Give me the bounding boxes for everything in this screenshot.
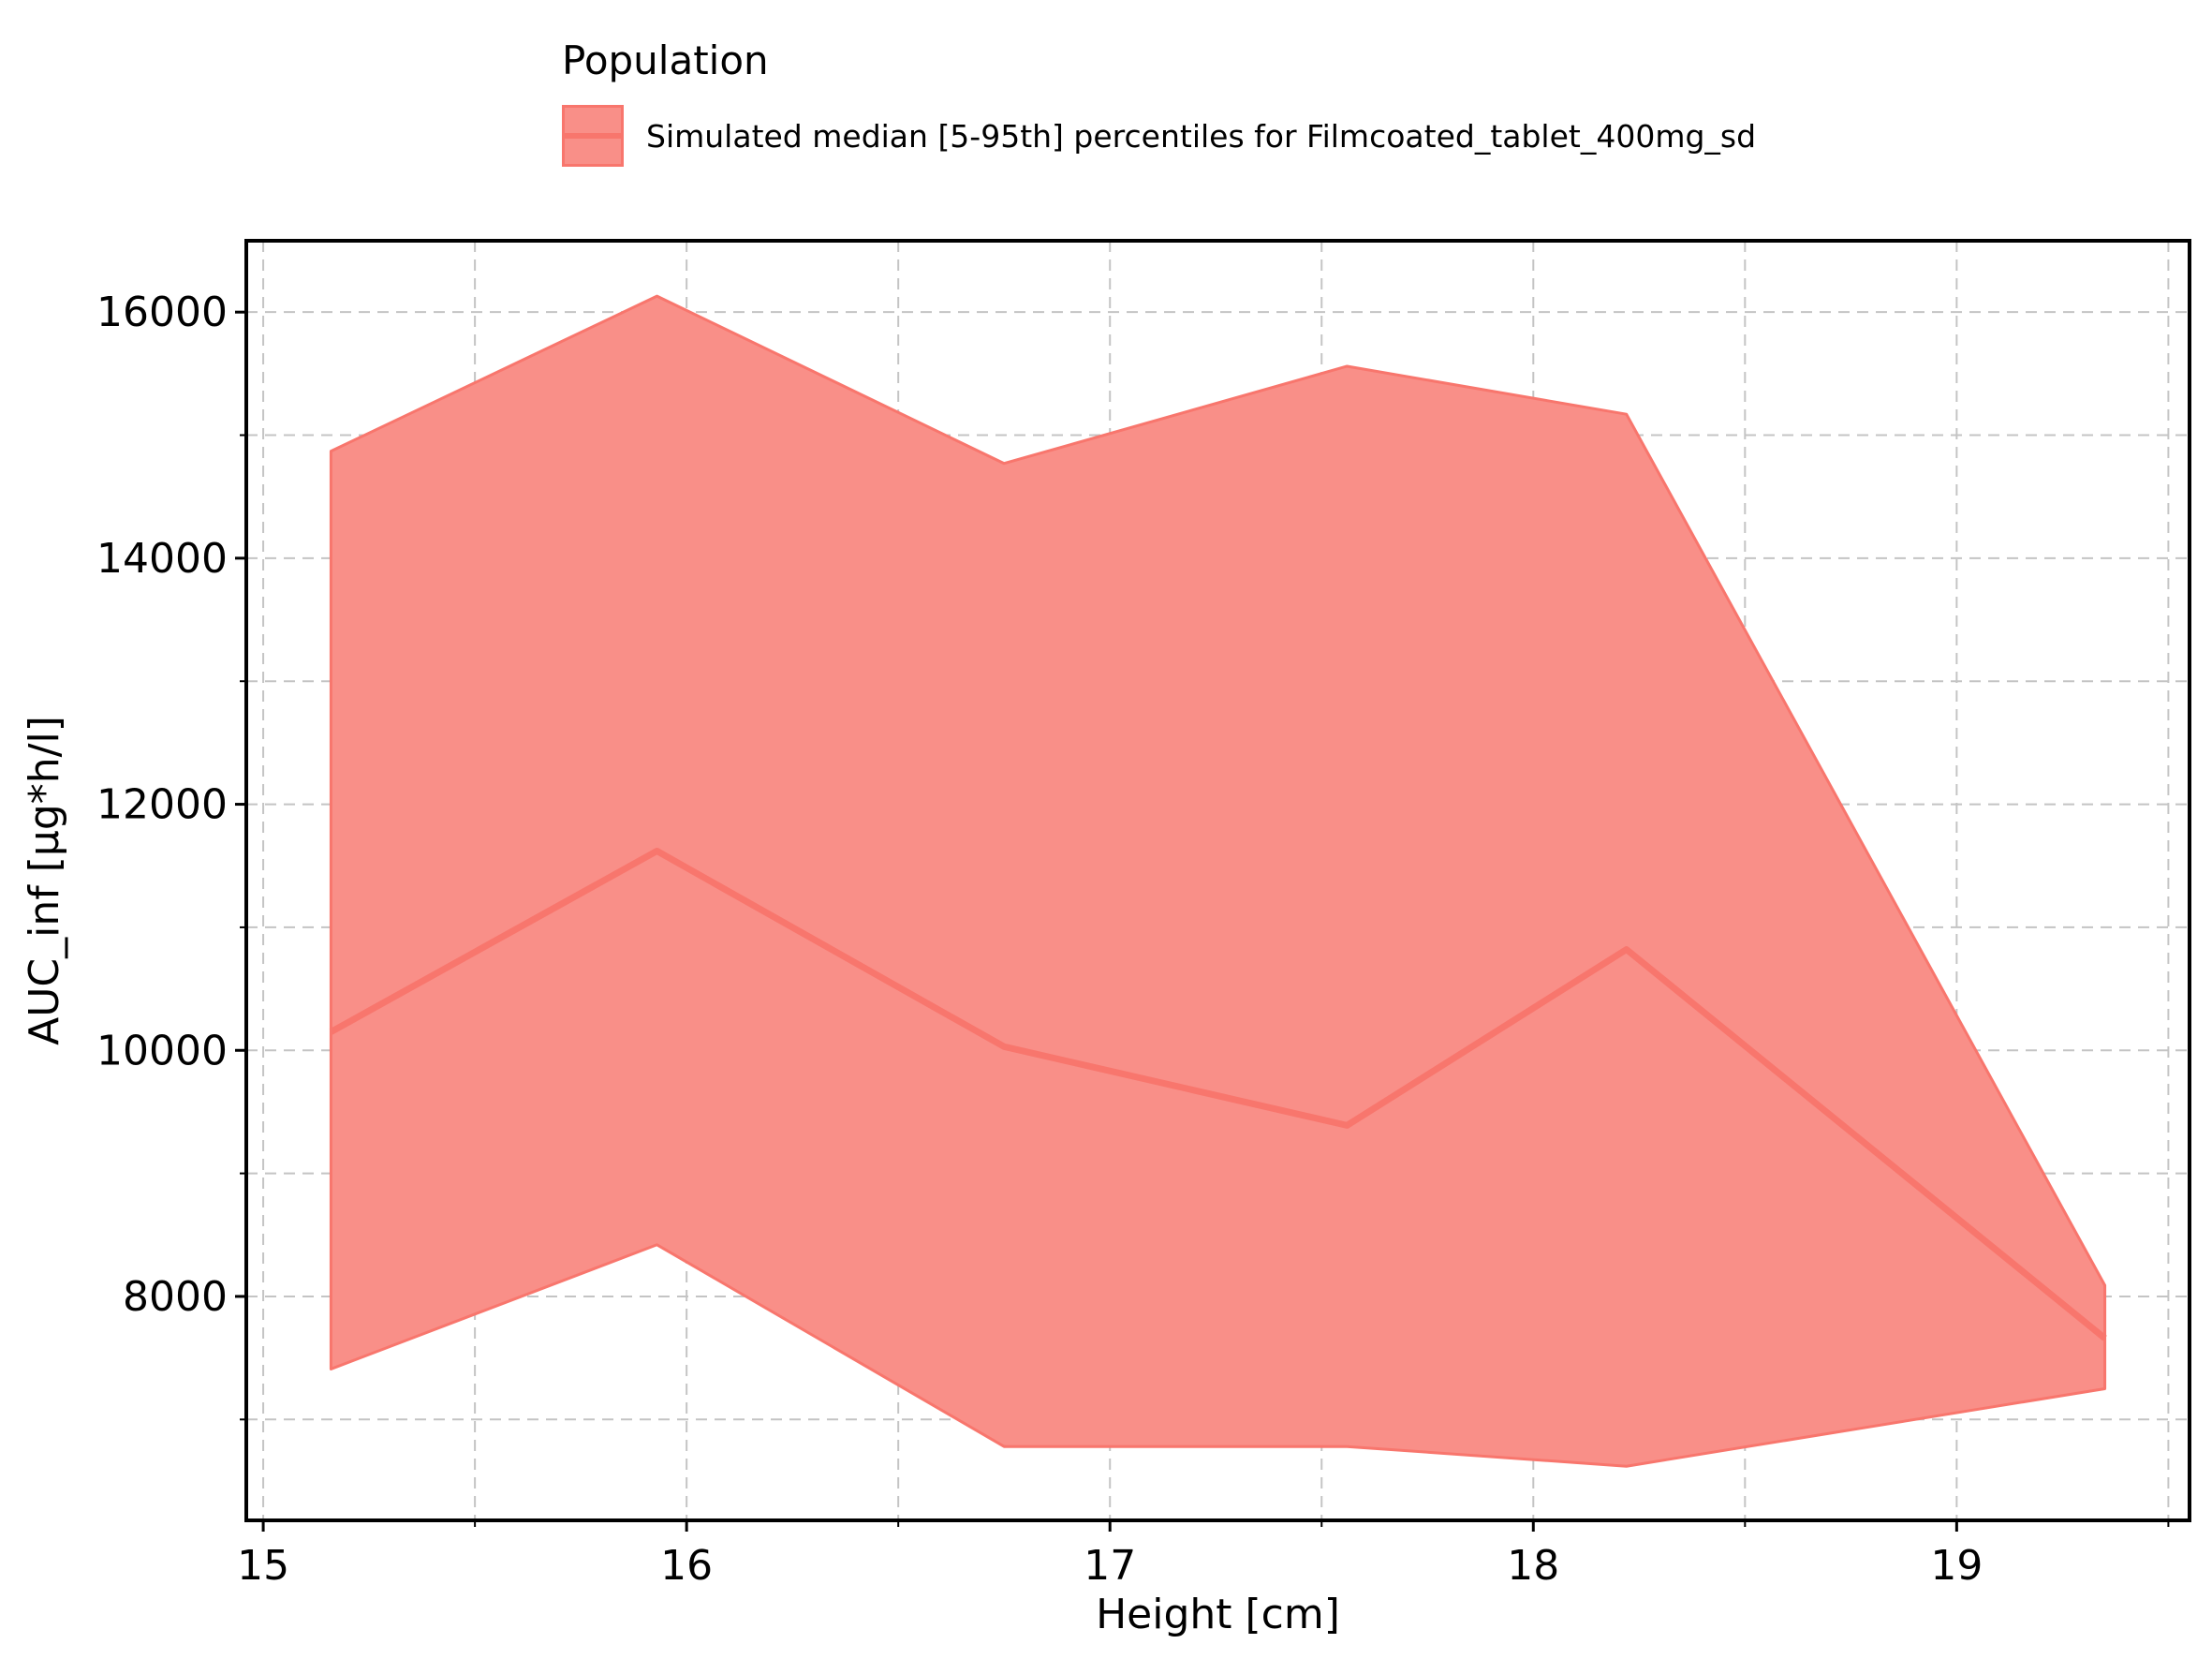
y-tick-label: 10000 bbox=[96, 1027, 228, 1074]
x-tick-label: 19 bbox=[1930, 1542, 1983, 1590]
x-tick-label: 16 bbox=[660, 1542, 713, 1590]
percentile-band-area bbox=[329, 294, 2107, 1468]
x-axis: 15 16 17 18 19 bbox=[237, 1520, 2170, 1590]
y-tick-label: 16000 bbox=[96, 289, 228, 336]
legend-title: Population bbox=[562, 37, 769, 83]
plot-frame bbox=[244, 239, 2191, 1522]
y-tick-label: 12000 bbox=[96, 781, 228, 829]
percentile-band bbox=[329, 294, 2107, 1468]
median-line bbox=[329, 847, 2107, 1341]
y-tick-label: 8000 bbox=[123, 1273, 228, 1321]
x-tick-label: 18 bbox=[1507, 1542, 1559, 1590]
legend-swatch bbox=[562, 105, 624, 167]
x-axis-label: Height [cm] bbox=[1096, 1591, 1340, 1638]
median-series-line bbox=[329, 847, 2107, 1341]
y-tick-label: 14000 bbox=[96, 535, 228, 583]
x-tick-label: 17 bbox=[1084, 1542, 1136, 1590]
legend-entry: Simulated median [5-95th] percentiles fo… bbox=[562, 105, 1756, 167]
y-axis-label: AUC_inf [µg*h/l] bbox=[21, 716, 68, 1045]
legend-label: Simulated median [5-95th] percentiles fo… bbox=[646, 117, 1757, 155]
y-axis: 8000 10000 12000 14000 16000 bbox=[96, 289, 246, 1421]
x-tick-label: 15 bbox=[237, 1542, 289, 1590]
